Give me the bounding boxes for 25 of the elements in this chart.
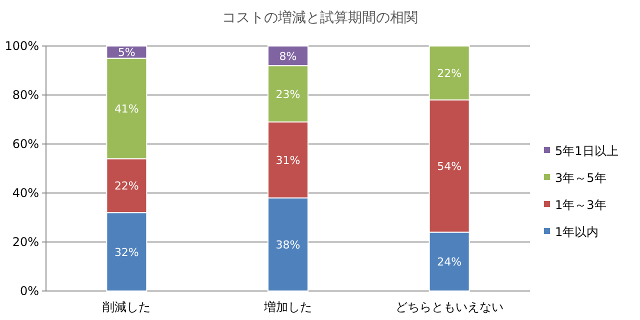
y-tick-label: 60%	[12, 137, 39, 151]
x-tick-label: どちらともいえない	[395, 300, 504, 314]
data-label: 8%	[279, 50, 297, 63]
y-tick-label: 0%	[20, 284, 39, 298]
x-tick-label: 増加した	[263, 300, 312, 314]
data-label: 54%	[437, 160, 462, 174]
legend-label: 3年～5年	[555, 171, 606, 185]
y-tick-label: 20%	[12, 235, 39, 249]
data-label: 22%	[114, 180, 139, 193]
y-tick-label: 100%	[4, 39, 39, 53]
chart-title: コストの増減と試算期間の相関	[222, 9, 418, 26]
legend-label: 1年～3年	[555, 198, 606, 212]
legend-label: 1年以内	[555, 225, 599, 239]
data-label: 32%	[114, 246, 139, 259]
y-tick-label: 40%	[12, 186, 39, 200]
data-label: 23%	[276, 88, 300, 101]
x-tick-label: 削減した	[102, 300, 151, 314]
data-label: 38%	[276, 238, 300, 252]
data-label: 41%	[114, 102, 139, 116]
data-label: 31%	[276, 154, 300, 167]
data-label: 5%	[118, 46, 136, 60]
data-label: 24%	[437, 256, 462, 269]
legend-label: 5年1日以上	[555, 144, 618, 158]
data-label: 22%	[437, 66, 462, 80]
y-tick-label: 80%	[12, 88, 39, 102]
